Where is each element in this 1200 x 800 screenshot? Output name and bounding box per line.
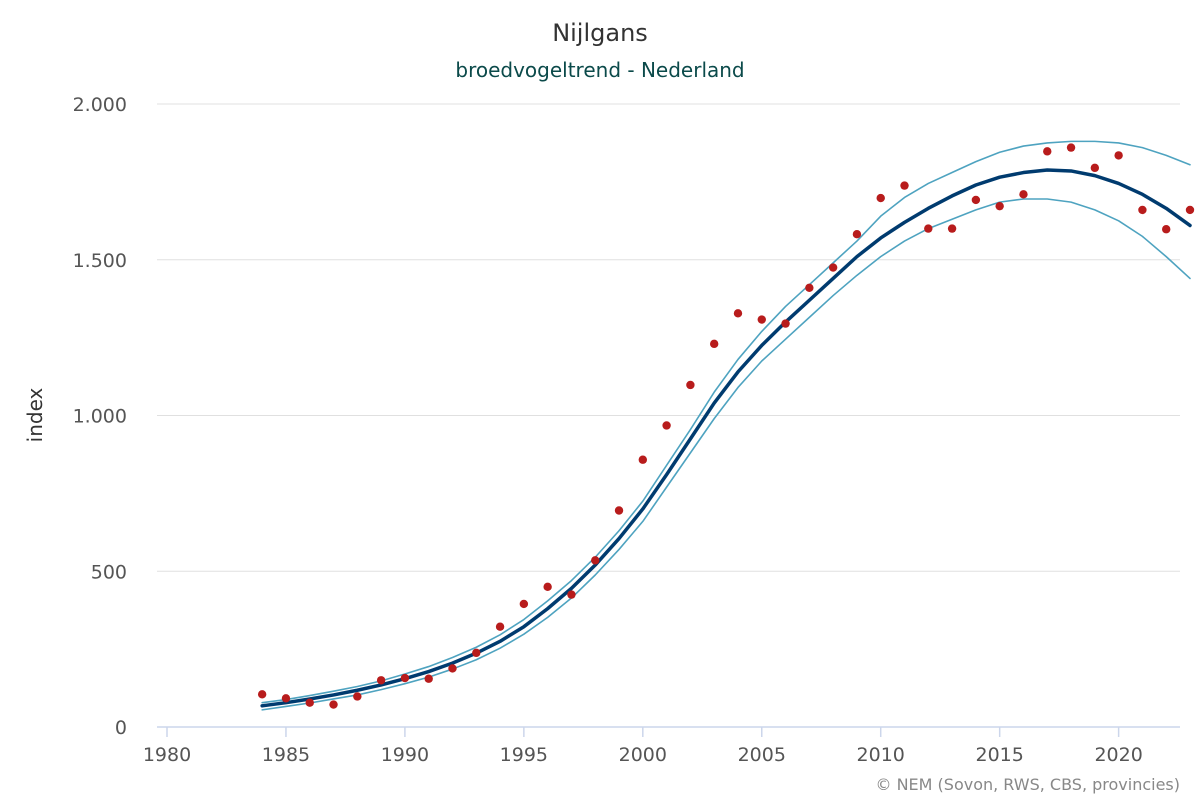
observed-point[interactable]: [448, 664, 457, 673]
observed-point[interactable]: [353, 692, 362, 701]
observed-point[interactable]: [1138, 205, 1147, 215]
observed-points: [257, 143, 1195, 709]
observed-point[interactable]: [1019, 190, 1028, 199]
observed-point[interactable]: [638, 455, 648, 464]
x-tick-label: 2015: [975, 744, 1023, 766]
observed-point[interactable]: [424, 674, 433, 683]
x-tick-label: 1980: [143, 744, 191, 766]
trend-line[interactable]: [260, 168, 1192, 708]
x-tick-label: 1995: [500, 744, 548, 766]
lower-line[interactable]: [261, 198, 1191, 711]
x-tick-label: 2010: [857, 744, 905, 766]
observed-point[interactable]: [1114, 151, 1123, 160]
observed-point[interactable]: [900, 181, 909, 190]
observed-point[interactable]: [1090, 163, 1100, 173]
observed-point[interactable]: [495, 622, 505, 631]
grid: [157, 103, 1180, 572]
observed-point[interactable]: [591, 556, 600, 565]
y-tick-label: 2.000: [73, 94, 127, 116]
observed-point[interactable]: [543, 582, 552, 592]
observed-point[interactable]: [257, 690, 267, 699]
observed-point[interactable]: [876, 193, 885, 203]
observed-point[interactable]: [828, 263, 838, 272]
observed-point[interactable]: [995, 201, 1004, 211]
observed-point[interactable]: [567, 590, 576, 599]
series: [260, 140, 1192, 711]
observed-point[interactable]: [329, 700, 338, 709]
observed-point[interactable]: [686, 380, 695, 390]
x-tick-label: 1990: [381, 744, 429, 766]
observed-point[interactable]: [924, 224, 933, 233]
observed-point[interactable]: [305, 698, 314, 707]
observed-point[interactable]: [614, 506, 624, 515]
y-tick-label: 500: [91, 561, 127, 583]
observed-point[interactable]: [947, 224, 957, 233]
observed-point[interactable]: [1066, 143, 1076, 152]
upper-line[interactable]: [261, 140, 1191, 704]
observed-point[interactable]: [781, 319, 790, 328]
y-tick-label: 0: [115, 717, 127, 739]
observed-point[interactable]: [971, 195, 981, 205]
y-axis-ticks: 0 500 1.000 1.500 2.000: [73, 94, 127, 739]
observed-point[interactable]: [805, 283, 814, 292]
x-tick-label: 2005: [738, 744, 786, 766]
observed-point[interactable]: [1162, 225, 1171, 234]
observed-point[interactable]: [757, 315, 766, 324]
x-axis: 1980 1985 1990 1995 2000 2005 2010 2015 2020: [143, 726, 1180, 766]
observed-point[interactable]: [472, 648, 481, 658]
observed-point[interactable]: [662, 421, 671, 430]
observed-point[interactable]: [1043, 147, 1052, 156]
observed-point[interactable]: [400, 673, 410, 683]
observed-point[interactable]: [709, 339, 719, 349]
observed-point[interactable]: [733, 309, 743, 318]
y-tick-label: 1.500: [73, 250, 127, 272]
chart-subtitle: broedvogeltrend - Nederland: [455, 58, 744, 82]
x-tick-label: 2000: [619, 744, 667, 766]
credits[interactable]: © NEM (Sovon, RWS, CBS, provincies): [875, 775, 1180, 794]
observed-point[interactable]: [1185, 205, 1195, 215]
y-axis-label: index: [23, 387, 47, 442]
x-tick-label: 1985: [262, 744, 310, 766]
observed-point[interactable]: [281, 694, 291, 703]
observed-point[interactable]: [376, 676, 386, 685]
chart-title: Nijlgans: [552, 19, 648, 47]
observed-point[interactable]: [852, 230, 862, 239]
y-tick-label: 1.000: [73, 406, 127, 428]
x-tick-label: 2020: [1094, 744, 1142, 766]
observed-point[interactable]: [519, 599, 529, 609]
